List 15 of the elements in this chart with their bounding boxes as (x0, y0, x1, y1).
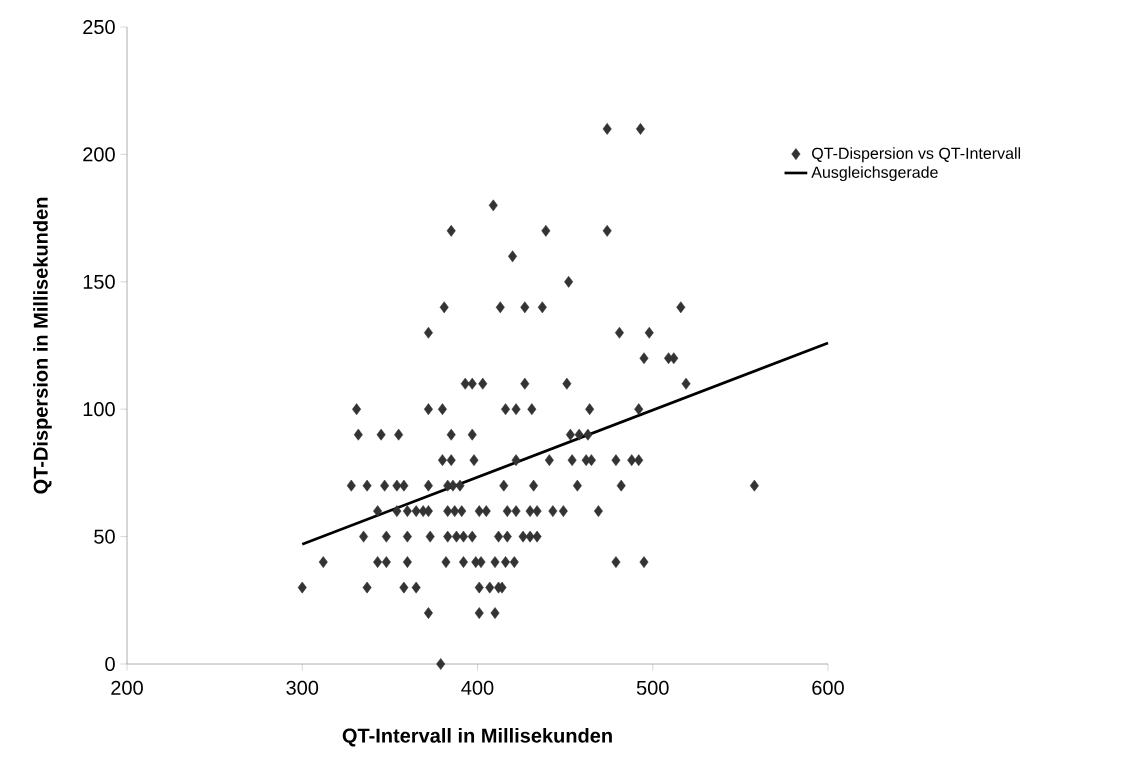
x-tick-label: 400 (461, 680, 494, 695)
legend-label: QT-Dispersion vs QT-Intervall (812, 147, 1021, 163)
x-tick-label: 200 (111, 680, 143, 695)
y-tick-label: 50 (94, 529, 115, 544)
x-axis-title: QT-Intervall in Millisekunden (342, 728, 612, 747)
x-tick-label: 600 (812, 680, 844, 695)
x-tick-label: 300 (286, 680, 319, 695)
y-tick-label: 0 (105, 656, 115, 672)
y-tick-label: 250 (83, 19, 115, 35)
y-tick-label: 100 (83, 402, 115, 417)
legend-label: Ausgleichsgerade (811, 166, 938, 182)
y-tick-label: 150 (83, 274, 115, 289)
x-tick-label: 500 (636, 680, 669, 695)
y-tick-label: 200 (83, 147, 115, 162)
y-axis-title: QT-Dispersion in Millisekunden (33, 197, 52, 494)
